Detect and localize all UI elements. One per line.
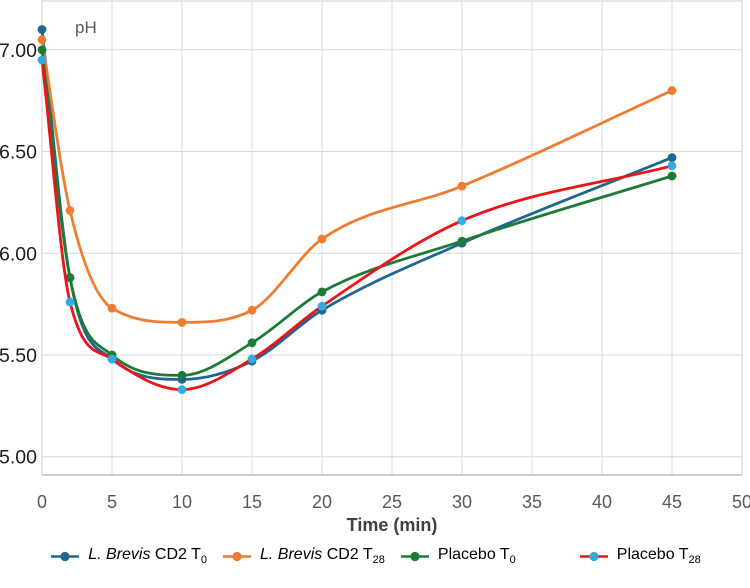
x-tick-label: 0 xyxy=(37,492,47,512)
x-tick-label: 45 xyxy=(662,492,682,512)
data-point-marker xyxy=(37,25,47,34)
data-point-marker xyxy=(65,297,75,307)
legend-item-1: L. Brevis CD2 T28 xyxy=(221,546,385,566)
data-point-marker xyxy=(65,206,75,215)
series-line-3 xyxy=(40,58,674,392)
x-tick-label: 50 xyxy=(732,492,750,512)
y-axis-title: pH xyxy=(75,18,97,37)
legend-label: L. Brevis CD2 T28 xyxy=(260,546,385,567)
data-point-marker xyxy=(667,153,677,163)
data-point-marker xyxy=(65,273,75,283)
legend-item-3: Placebo T28 xyxy=(578,546,701,566)
data-point-marker xyxy=(247,354,257,364)
y-axis-tick-labels: 7.00 6.50 6.00 5.50 5.00 xyxy=(0,40,37,469)
legend-label: Placebo T0 xyxy=(437,546,516,567)
series-lines xyxy=(37,25,677,394)
data-point-marker xyxy=(177,370,187,380)
x-tick-label: 10 xyxy=(172,492,192,512)
legend-marker-icon xyxy=(51,551,80,561)
legend-label: Placebo T28 xyxy=(616,546,701,567)
x-tick-label: 20 xyxy=(312,492,332,512)
data-point-marker xyxy=(177,385,187,394)
legend-marker-icon xyxy=(223,551,251,561)
x-tick-label: 35 xyxy=(522,492,542,512)
x-axis-title: Time (min) xyxy=(347,515,438,535)
data-point-marker xyxy=(107,354,117,364)
gridlines xyxy=(41,0,743,476)
ph-line-chart: pH 7.00 6.50 6.00 5.50 5.00 0 5 10 15 20 25 30 35 40… xyxy=(0,0,750,535)
y-tick-label: 7.00 xyxy=(0,40,37,62)
x-tick-label: 40 xyxy=(592,492,612,512)
y-tick-label: 6.50 xyxy=(0,142,37,164)
data-point-marker xyxy=(317,301,327,311)
legend-item-2: Placebo T0 xyxy=(399,546,516,566)
data-point-marker xyxy=(457,181,467,191)
x-tick-label: 5 xyxy=(107,492,117,512)
data-point-marker xyxy=(37,45,47,55)
data-point-marker xyxy=(667,86,677,95)
legend-label: L. Brevis CD2 T0 xyxy=(88,546,207,567)
series-line-2 xyxy=(40,48,674,377)
x-tick-label: 30 xyxy=(452,492,472,512)
data-point-marker xyxy=(457,216,467,226)
data-point-marker xyxy=(667,171,677,181)
x-tick-label: 15 xyxy=(242,492,262,512)
data-point-marker xyxy=(457,236,467,246)
data-point-marker xyxy=(317,287,327,297)
data-point-marker xyxy=(317,234,327,244)
data-point-marker xyxy=(667,161,677,171)
data-point-marker xyxy=(177,318,187,327)
legend-item-0: L. Brevis CD2 T0 xyxy=(49,546,207,566)
data-point-marker xyxy=(247,338,257,348)
x-tick-label: 25 xyxy=(382,492,402,512)
legend-marker-icon xyxy=(579,551,608,561)
x-axis-tick-labels: 0 5 10 15 20 25 30 35 40 45 50 xyxy=(37,492,750,512)
legend-marker-icon xyxy=(400,551,429,561)
data-point-marker xyxy=(247,305,257,315)
series-line-1 xyxy=(40,38,674,324)
data-point-marker xyxy=(107,303,117,313)
data-point-marker xyxy=(37,35,47,45)
data-point-marker xyxy=(37,55,47,65)
y-tick-label: 5.50 xyxy=(0,345,37,367)
chart-legend: L. Brevis CD2 T0 L. Brevis CD2 T28 Placebo… xyxy=(0,546,750,566)
y-tick-label: 6.00 xyxy=(0,243,37,265)
y-tick-label: 5.00 xyxy=(0,447,37,469)
